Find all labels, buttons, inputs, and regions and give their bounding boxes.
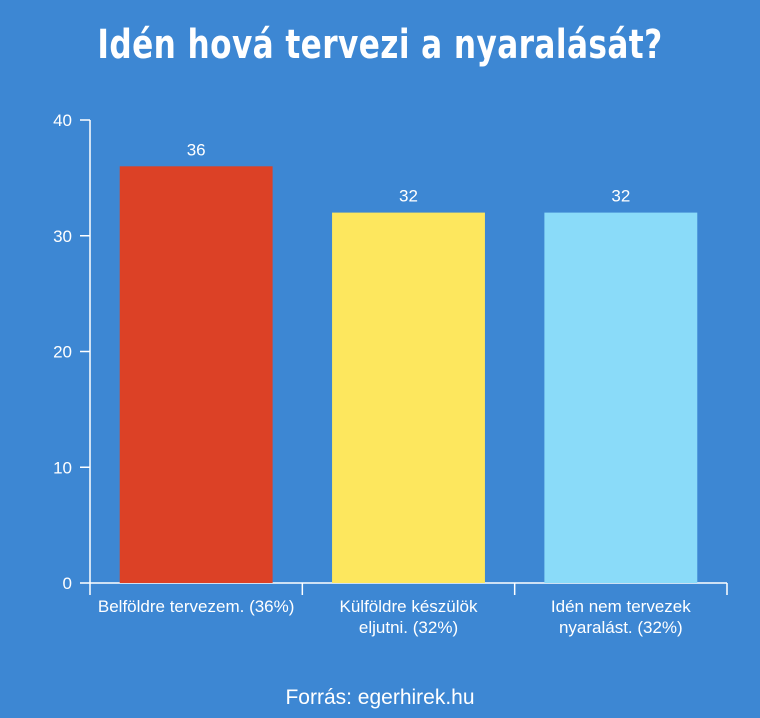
y-tick-label: 40 (53, 111, 72, 130)
bar-value-label: 32 (399, 187, 418, 206)
chart-title: Idén hová tervezi a nyaralását? (97, 22, 663, 68)
y-tick-label: 0 (63, 574, 72, 593)
bar (332, 212, 485, 583)
y-tick-label: 10 (53, 458, 72, 477)
bar (544, 212, 698, 583)
y-tick-label: 20 (53, 343, 72, 362)
bar-value-label: 32 (611, 187, 630, 206)
bar-chart: 0 10 20 30 40 36 Belföldre tervezem. (36%) 32 Kü… (53, 111, 728, 637)
y-tick-label: 30 (53, 227, 72, 246)
x-category-label: Belföldre tervezem. (36%) (98, 597, 295, 616)
x-category-label: Idén nem tervezek (551, 597, 691, 616)
bar-value-label: 36 (187, 140, 206, 159)
source-caption: Forrás: egerhirek.hu (285, 686, 475, 709)
bar (119, 166, 273, 584)
x-category-label: nyaralást. (32%) (559, 618, 683, 637)
x-category-label: eljutni. (32%) (359, 618, 458, 637)
x-category-label: Külföldre készülök (340, 597, 478, 616)
